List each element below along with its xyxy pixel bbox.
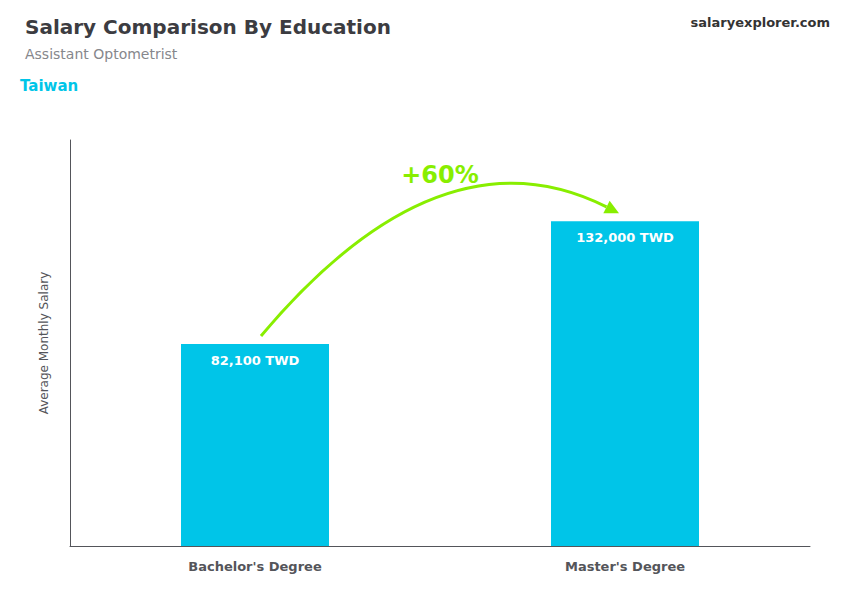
svg-text:82,100 TWD: 82,100 TWD xyxy=(211,353,300,368)
svg-text:Average Monthly Salary: Average Monthly Salary xyxy=(37,272,51,415)
svg-text:Salary Comparison By Education: Salary Comparison By Education xyxy=(25,15,391,39)
svg-text:salaryexplorer.com: salaryexplorer.com xyxy=(691,15,830,30)
svg-text:Master's Degree: Master's Degree xyxy=(565,559,685,574)
svg-text:Bachelor's Degree: Bachelor's Degree xyxy=(188,559,322,574)
svg-text:+60%: +60% xyxy=(401,161,479,189)
svg-text:Taiwan: Taiwan xyxy=(20,77,78,95)
svg-text:132,000 TWD: 132,000 TWD xyxy=(576,230,674,245)
svg-text:Assistant Optometrist: Assistant Optometrist xyxy=(25,46,178,62)
